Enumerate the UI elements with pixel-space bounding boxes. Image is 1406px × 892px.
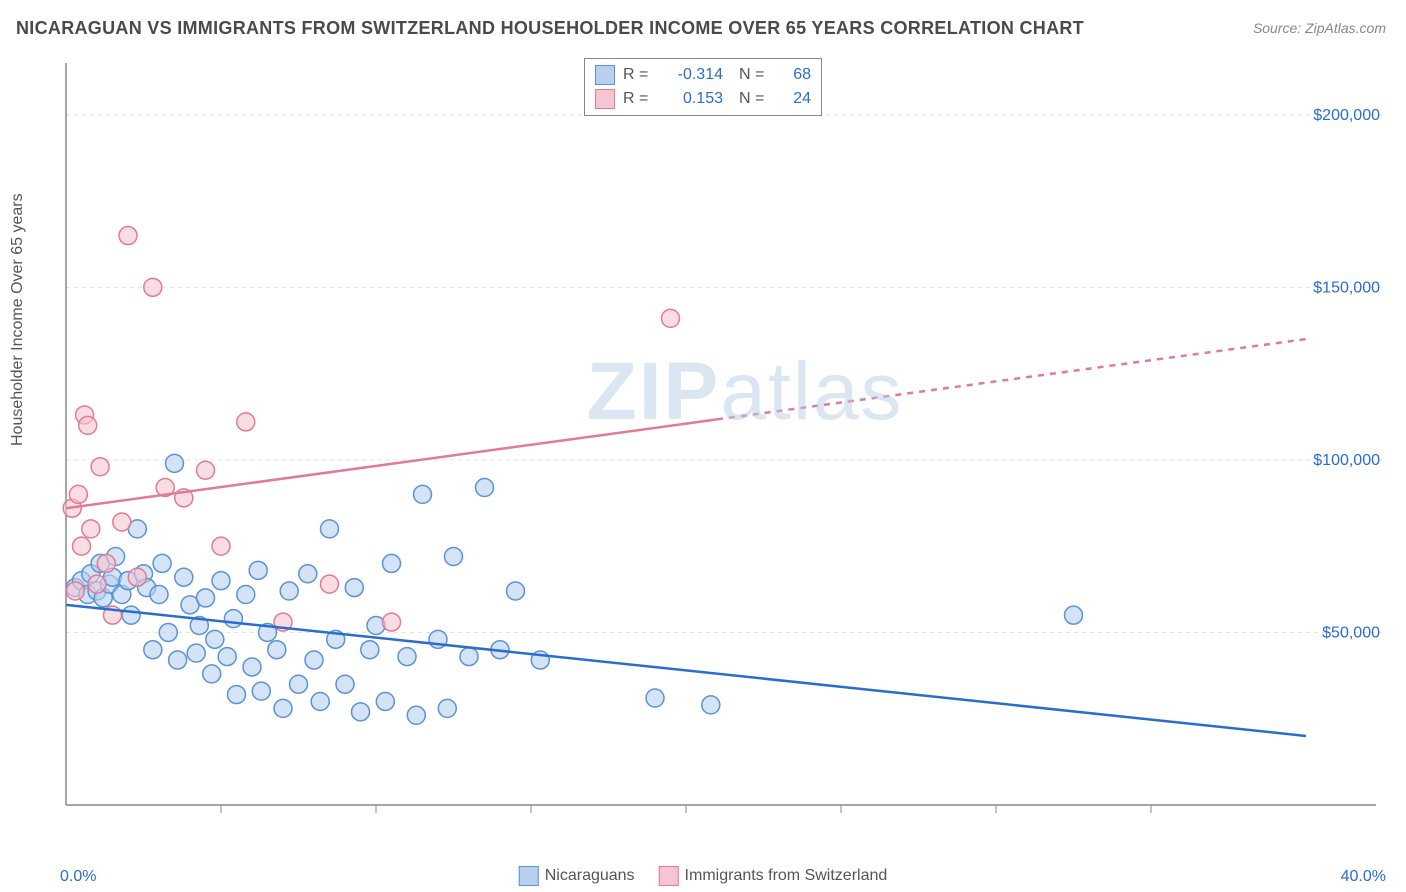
legend-swatch — [519, 866, 539, 886]
chart-title: NICARAGUAN VS IMMIGRANTS FROM SWITZERLAN… — [16, 18, 1084, 39]
legend-swatch — [659, 866, 679, 886]
legend-item: Immigrants from Switzerland — [659, 866, 888, 886]
r-label: R = — [623, 66, 653, 84]
scatter-plot-svg: $50,000 $100,000 $150,000 $200,000 — [56, 55, 1386, 845]
legend-stats-box: R = -0.314 N = 68 R = 0.153 N = 24 — [584, 58, 822, 116]
legend-stats-row: R = 0.153 N = 24 — [595, 87, 811, 111]
legend-label: Nicaraguans — [545, 867, 635, 884]
svg-text:$50,000: $50,000 — [1322, 624, 1380, 641]
chart-container: NICARAGUAN VS IMMIGRANTS FROM SWITZERLAN… — [0, 0, 1406, 892]
legend-label: Immigrants from Switzerland — [685, 867, 888, 884]
n-label: N = — [739, 90, 769, 108]
r-label: R = — [623, 90, 653, 108]
n-label: N = — [739, 66, 769, 84]
x-axis-max-label: 40.0% — [1341, 868, 1386, 886]
x-axis-min-label: 0.0% — [60, 868, 96, 886]
legend-item: Nicaraguans — [519, 866, 635, 886]
svg-text:$100,000: $100,000 — [1313, 452, 1380, 469]
source-text: Source: ZipAtlas.com — [1253, 20, 1386, 36]
legend-swatch — [595, 89, 615, 109]
legend-stats-row: R = -0.314 N = 68 — [595, 63, 811, 87]
r-value: 0.153 — [661, 90, 723, 108]
svg-text:$200,000: $200,000 — [1313, 107, 1380, 124]
n-value: 24 — [777, 90, 811, 108]
svg-text:$150,000: $150,000 — [1313, 279, 1380, 296]
r-value: -0.314 — [661, 66, 723, 84]
legend-series: Nicaraguans Immigrants from Switzerland — [519, 866, 888, 886]
y-axis-label: Householder Income Over 65 years — [9, 193, 27, 446]
n-value: 68 — [777, 66, 811, 84]
legend-swatch — [595, 65, 615, 85]
